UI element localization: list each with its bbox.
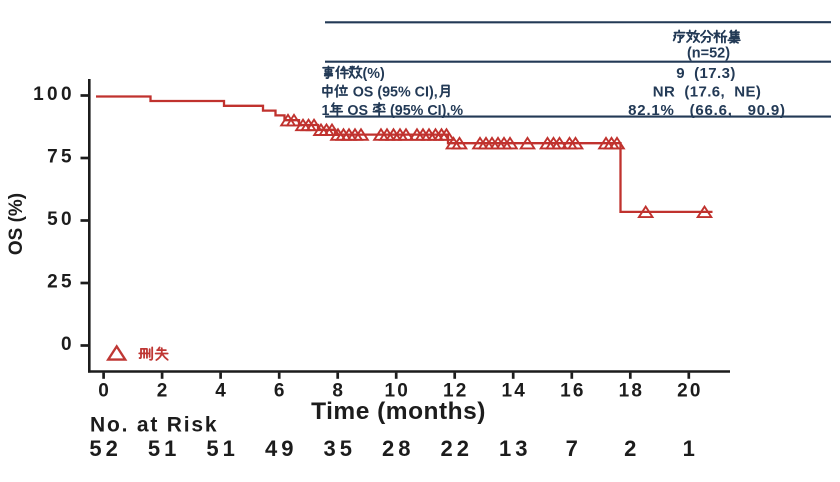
svg-text:6: 6	[274, 381, 287, 402]
svg-text:10: 10	[385, 381, 411, 402]
svg-text:OS (95% CI),: OS (95% CI),	[353, 85, 438, 101]
svg-text:14: 14	[502, 381, 528, 402]
svg-text:51: 51	[148, 436, 180, 461]
svg-text:1: 1	[322, 103, 330, 119]
svg-text:No. at Risk: No. at Risk	[90, 414, 218, 437]
svg-text:OS (%): OS (%)	[6, 193, 27, 255]
svg-text:(95% CI),%: (95% CI),%	[390, 103, 463, 119]
svg-text:49: 49	[265, 436, 297, 461]
svg-text:1: 1	[683, 436, 699, 461]
svg-text:100: 100	[33, 84, 75, 105]
svg-text:50: 50	[47, 209, 75, 230]
svg-text:0: 0	[98, 381, 111, 402]
svg-text:4: 4	[215, 381, 228, 402]
svg-text:35: 35	[323, 436, 355, 461]
svg-text:Time (months): Time (months)	[311, 398, 486, 425]
svg-text:16: 16	[560, 381, 586, 402]
svg-text:51: 51	[206, 436, 238, 461]
svg-text:28: 28	[382, 436, 414, 461]
svg-text:8: 8	[332, 381, 345, 402]
svg-text:0: 0	[61, 334, 75, 355]
svg-text:82.1% (66.6, 90.9): 82.1% (66.6, 90.9)	[628, 102, 786, 119]
svg-text:18: 18	[619, 381, 645, 402]
svg-text:13: 13	[499, 436, 531, 461]
svg-text:(n=52): (n=52)	[687, 45, 730, 61]
svg-text:7: 7	[566, 436, 582, 461]
svg-text:20: 20	[677, 381, 703, 402]
svg-text:2: 2	[624, 436, 640, 461]
svg-text:2: 2	[157, 381, 170, 402]
svg-text:(%): (%)	[363, 66, 385, 82]
svg-text:9 (17.3): 9 (17.3)	[676, 65, 735, 82]
svg-text:NR (17.6, NE): NR (17.6, NE)	[653, 84, 762, 101]
svg-text:12: 12	[443, 381, 469, 402]
svg-text:25: 25	[47, 272, 75, 293]
svg-text:75: 75	[47, 147, 75, 168]
svg-text:52: 52	[89, 436, 121, 461]
svg-text:22: 22	[440, 436, 472, 461]
svg-text:OS: OS	[347, 103, 368, 119]
